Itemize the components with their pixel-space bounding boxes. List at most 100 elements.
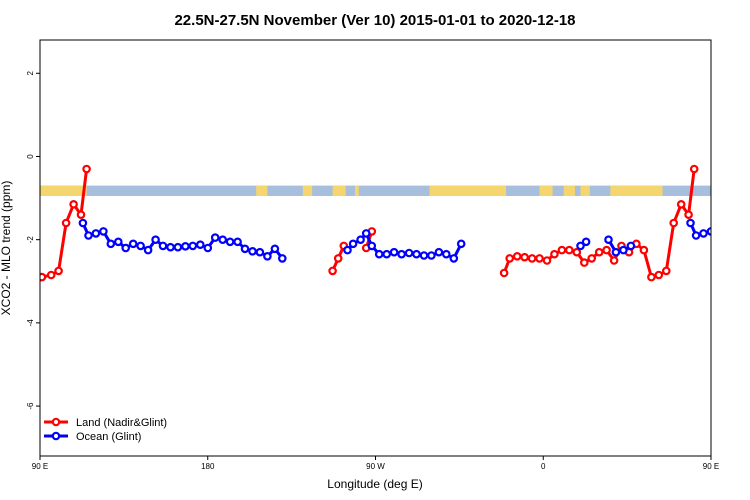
data-point xyxy=(128,239,138,249)
y-tick-label: -2 xyxy=(26,236,35,244)
data-point xyxy=(121,243,131,253)
data-point xyxy=(203,243,213,253)
data-point xyxy=(46,270,56,280)
land-band-segment xyxy=(563,185,575,196)
land-band-segment xyxy=(332,185,346,196)
data-point xyxy=(609,256,619,265)
land-band-segment xyxy=(539,185,553,196)
data-point xyxy=(535,254,544,263)
data-point xyxy=(669,218,679,228)
ocean-band xyxy=(40,185,711,196)
data-point xyxy=(686,218,695,228)
data-point xyxy=(173,242,183,252)
data-point xyxy=(348,239,358,249)
data-point xyxy=(181,242,190,251)
data-point xyxy=(270,244,280,254)
data-point xyxy=(255,247,265,257)
x-axis: 90 E 180 90 W 0 90 E xyxy=(32,456,719,471)
data-point xyxy=(218,235,228,245)
data-point xyxy=(626,241,636,251)
y-tick-label: 2 xyxy=(26,71,35,76)
data-point xyxy=(136,241,145,251)
series-ocean xyxy=(78,218,750,263)
data-point xyxy=(434,247,444,257)
data-point xyxy=(579,258,589,267)
data-point xyxy=(449,254,459,263)
data-point xyxy=(382,249,392,259)
data-point xyxy=(143,245,153,255)
data-point xyxy=(333,254,343,263)
data-point xyxy=(240,244,250,254)
land-band-segment xyxy=(610,185,663,196)
data-point xyxy=(166,242,175,252)
y-axis-label: XCO2 - MLO trend (ppm) xyxy=(0,181,13,316)
y-tick-label: -6 xyxy=(26,402,35,410)
land-band-segment xyxy=(354,185,359,196)
data-point xyxy=(248,247,257,256)
data-point xyxy=(520,252,529,262)
land-band-segment xyxy=(429,185,506,196)
data-point xyxy=(581,237,591,247)
data-point xyxy=(542,256,552,265)
x-axis-label: Longitude (deg E) xyxy=(327,477,422,491)
data-point xyxy=(550,249,559,259)
data-point xyxy=(647,272,656,282)
data-point xyxy=(684,210,693,220)
data-point xyxy=(602,245,611,255)
data-point xyxy=(661,266,671,276)
data-point xyxy=(196,240,205,250)
data-point xyxy=(361,229,371,238)
data-point xyxy=(572,247,582,257)
y-tick-label: 0 xyxy=(26,154,35,159)
data-point xyxy=(730,245,736,251)
data-point xyxy=(527,254,537,263)
data-point xyxy=(69,200,78,209)
y-axis: 2 0 -2 -4 -6 xyxy=(26,71,40,410)
data-point xyxy=(419,251,429,260)
x-tick-label: 90 E xyxy=(32,462,48,471)
data-point xyxy=(689,164,699,174)
data-point xyxy=(114,237,123,247)
data-point xyxy=(611,247,621,257)
land-band-segment xyxy=(302,185,313,196)
data-point xyxy=(91,229,101,238)
data-point xyxy=(587,254,597,263)
data-point xyxy=(356,235,365,245)
land-band-segment xyxy=(40,185,87,196)
data-point xyxy=(99,227,108,236)
data-point xyxy=(277,254,287,263)
series-land xyxy=(40,164,699,282)
data-point xyxy=(654,270,664,280)
data-point xyxy=(427,251,436,260)
data-point xyxy=(84,231,93,240)
data-point xyxy=(233,237,242,247)
data-point xyxy=(604,235,613,245)
legend-label: Land (Nadir&Glint) xyxy=(76,417,167,429)
data-point xyxy=(225,237,235,247)
x-tick-label: 180 xyxy=(201,462,215,471)
surface-band xyxy=(40,185,711,196)
data-point xyxy=(106,239,116,249)
data-point xyxy=(576,241,585,251)
data-point xyxy=(404,248,414,258)
data-point xyxy=(343,245,352,255)
data-point xyxy=(78,218,88,228)
data-point xyxy=(61,218,71,228)
data-point xyxy=(412,249,421,259)
data-point xyxy=(151,235,160,245)
data-point xyxy=(158,241,168,251)
data-point xyxy=(676,200,686,209)
data-point xyxy=(76,210,86,220)
data-point xyxy=(745,243,750,249)
data-point xyxy=(40,272,47,282)
land-band-segment xyxy=(256,185,268,196)
data-point xyxy=(188,241,198,251)
data-point xyxy=(619,245,628,255)
data-point xyxy=(54,266,63,276)
data-point xyxy=(723,239,729,245)
x-tick-label: 90 E xyxy=(703,462,719,471)
data-point xyxy=(263,251,272,261)
x-tick-label: 90 W xyxy=(366,462,385,471)
data-point xyxy=(564,245,574,255)
